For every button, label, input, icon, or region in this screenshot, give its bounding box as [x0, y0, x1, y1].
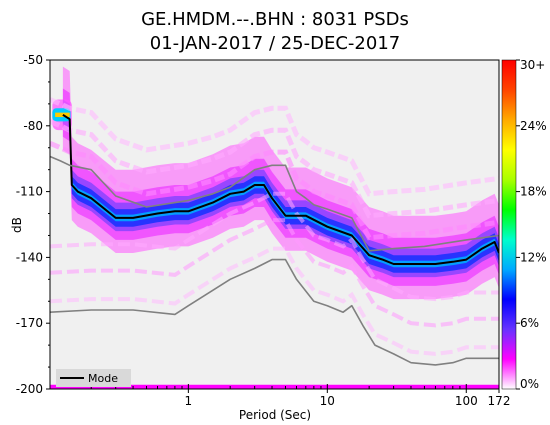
density-lower-stripe-0	[50, 218, 499, 328]
chart-title-line-1: GE.HMDM.--.BHN : 8031 PSDs	[141, 9, 409, 30]
legend-box	[56, 369, 131, 387]
y-tick-label: -140	[16, 250, 43, 264]
colorbar-tick-label: 0%	[520, 377, 539, 391]
colorbar: 0% 6% 12% 18% 24% 30+	[501, 58, 547, 391]
y-axis: -200 -170 -140 -110 -80 -50	[16, 53, 50, 396]
x-tick-label: 1	[185, 394, 193, 408]
y-tick-label: -200	[16, 382, 43, 396]
colorbar-ticks: 0% 6% 12% 18% 24% 30+	[516, 58, 547, 391]
x-tick-label: 172	[488, 394, 511, 408]
density-lower-stripe-1	[50, 191, 499, 302]
density-upper-stripe-0	[50, 140, 499, 241]
density-band-3	[62, 106, 499, 273]
colorbar-scale	[501, 59, 517, 390]
x-tick-label: 10	[320, 394, 335, 408]
low-noise-model-line	[50, 258, 499, 366]
plot-frame	[49, 59, 500, 390]
density-blob-core	[55, 112, 70, 118]
y-tick-label: -50	[23, 53, 43, 67]
legend: Mode	[56, 369, 131, 387]
colorbar-tick-label: 30+	[520, 58, 545, 72]
y-tick-label: -80	[23, 119, 43, 133]
density-upper-stripe-1	[50, 119, 499, 219]
colorbar-tick-label: 6%	[520, 316, 539, 330]
density-upper-stripe-2	[50, 97, 499, 197]
y-tick-label: -170	[16, 316, 43, 330]
colorbar-tick-label: 24%	[520, 119, 547, 133]
mode-line	[62, 113, 499, 265]
high-noise-model-line	[50, 155, 499, 252]
chart-title-line-2: 01-JAN-2017 / 25-DEC-2017	[150, 33, 401, 54]
colorbar-tick-label: 12%	[520, 250, 547, 264]
colorbar-tick-label: 18%	[520, 185, 547, 199]
x-axis-label: Period (Sec)	[239, 408, 311, 422]
y-tick-label: -110	[16, 185, 43, 199]
x-tick-label: 100	[455, 394, 478, 408]
x-axis: 1 10 100 172	[90, 384, 511, 408]
legend-mode-label: Mode	[88, 372, 118, 385]
y-axis-label: dB	[10, 217, 24, 233]
psd-density-layer	[50, 66, 499, 356]
